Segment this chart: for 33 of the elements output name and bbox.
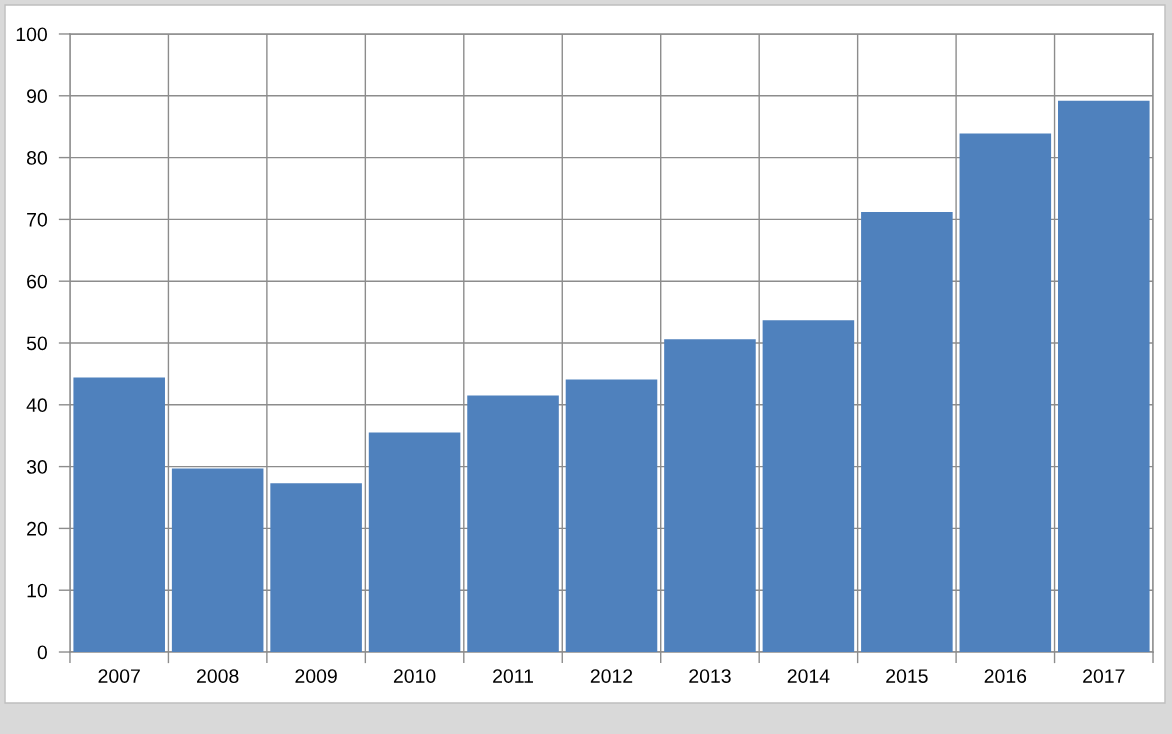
x-tick-label: 2017	[1083, 669, 1125, 683]
y-tick-label: 90	[27, 89, 47, 104]
x-tick-label: 2010	[393, 669, 436, 683]
bar	[368, 432, 461, 653]
bar	[861, 211, 953, 653]
y-tick-label: 60	[27, 274, 47, 289]
bar	[762, 320, 855, 653]
bar	[664, 339, 756, 653]
x-tick-label: 2014	[787, 669, 830, 683]
bar	[171, 468, 264, 653]
y-tick-label: 100	[16, 27, 47, 42]
y-tick-label: 70	[27, 212, 47, 227]
bar	[1058, 100, 1150, 653]
x-tick-label: 2009	[295, 669, 337, 683]
x-tick-label: 2007	[98, 669, 140, 683]
y-tick-label: 0	[37, 645, 47, 660]
x-tick-label: 2008	[197, 669, 239, 683]
x-tick-label: 2013	[689, 669, 731, 683]
x-tick-label: 2015	[886, 669, 928, 683]
bar	[270, 483, 362, 653]
y-tick-label: 50	[26, 336, 47, 351]
y-tick-label: 80	[26, 151, 47, 165]
bar	[73, 377, 165, 653]
y-tick-label: 20	[27, 521, 47, 536]
x-tick-label: 2012	[590, 669, 633, 683]
y-tick-label: 10	[27, 583, 47, 598]
y-tick-label: 40	[26, 398, 47, 413]
y-tick-label: 30	[26, 460, 47, 474]
x-tick-label: 2011	[493, 669, 533, 683]
bar	[959, 133, 1052, 653]
bar	[467, 395, 559, 653]
bar	[565, 379, 658, 653]
x-tick-label: 2016	[984, 669, 1027, 683]
